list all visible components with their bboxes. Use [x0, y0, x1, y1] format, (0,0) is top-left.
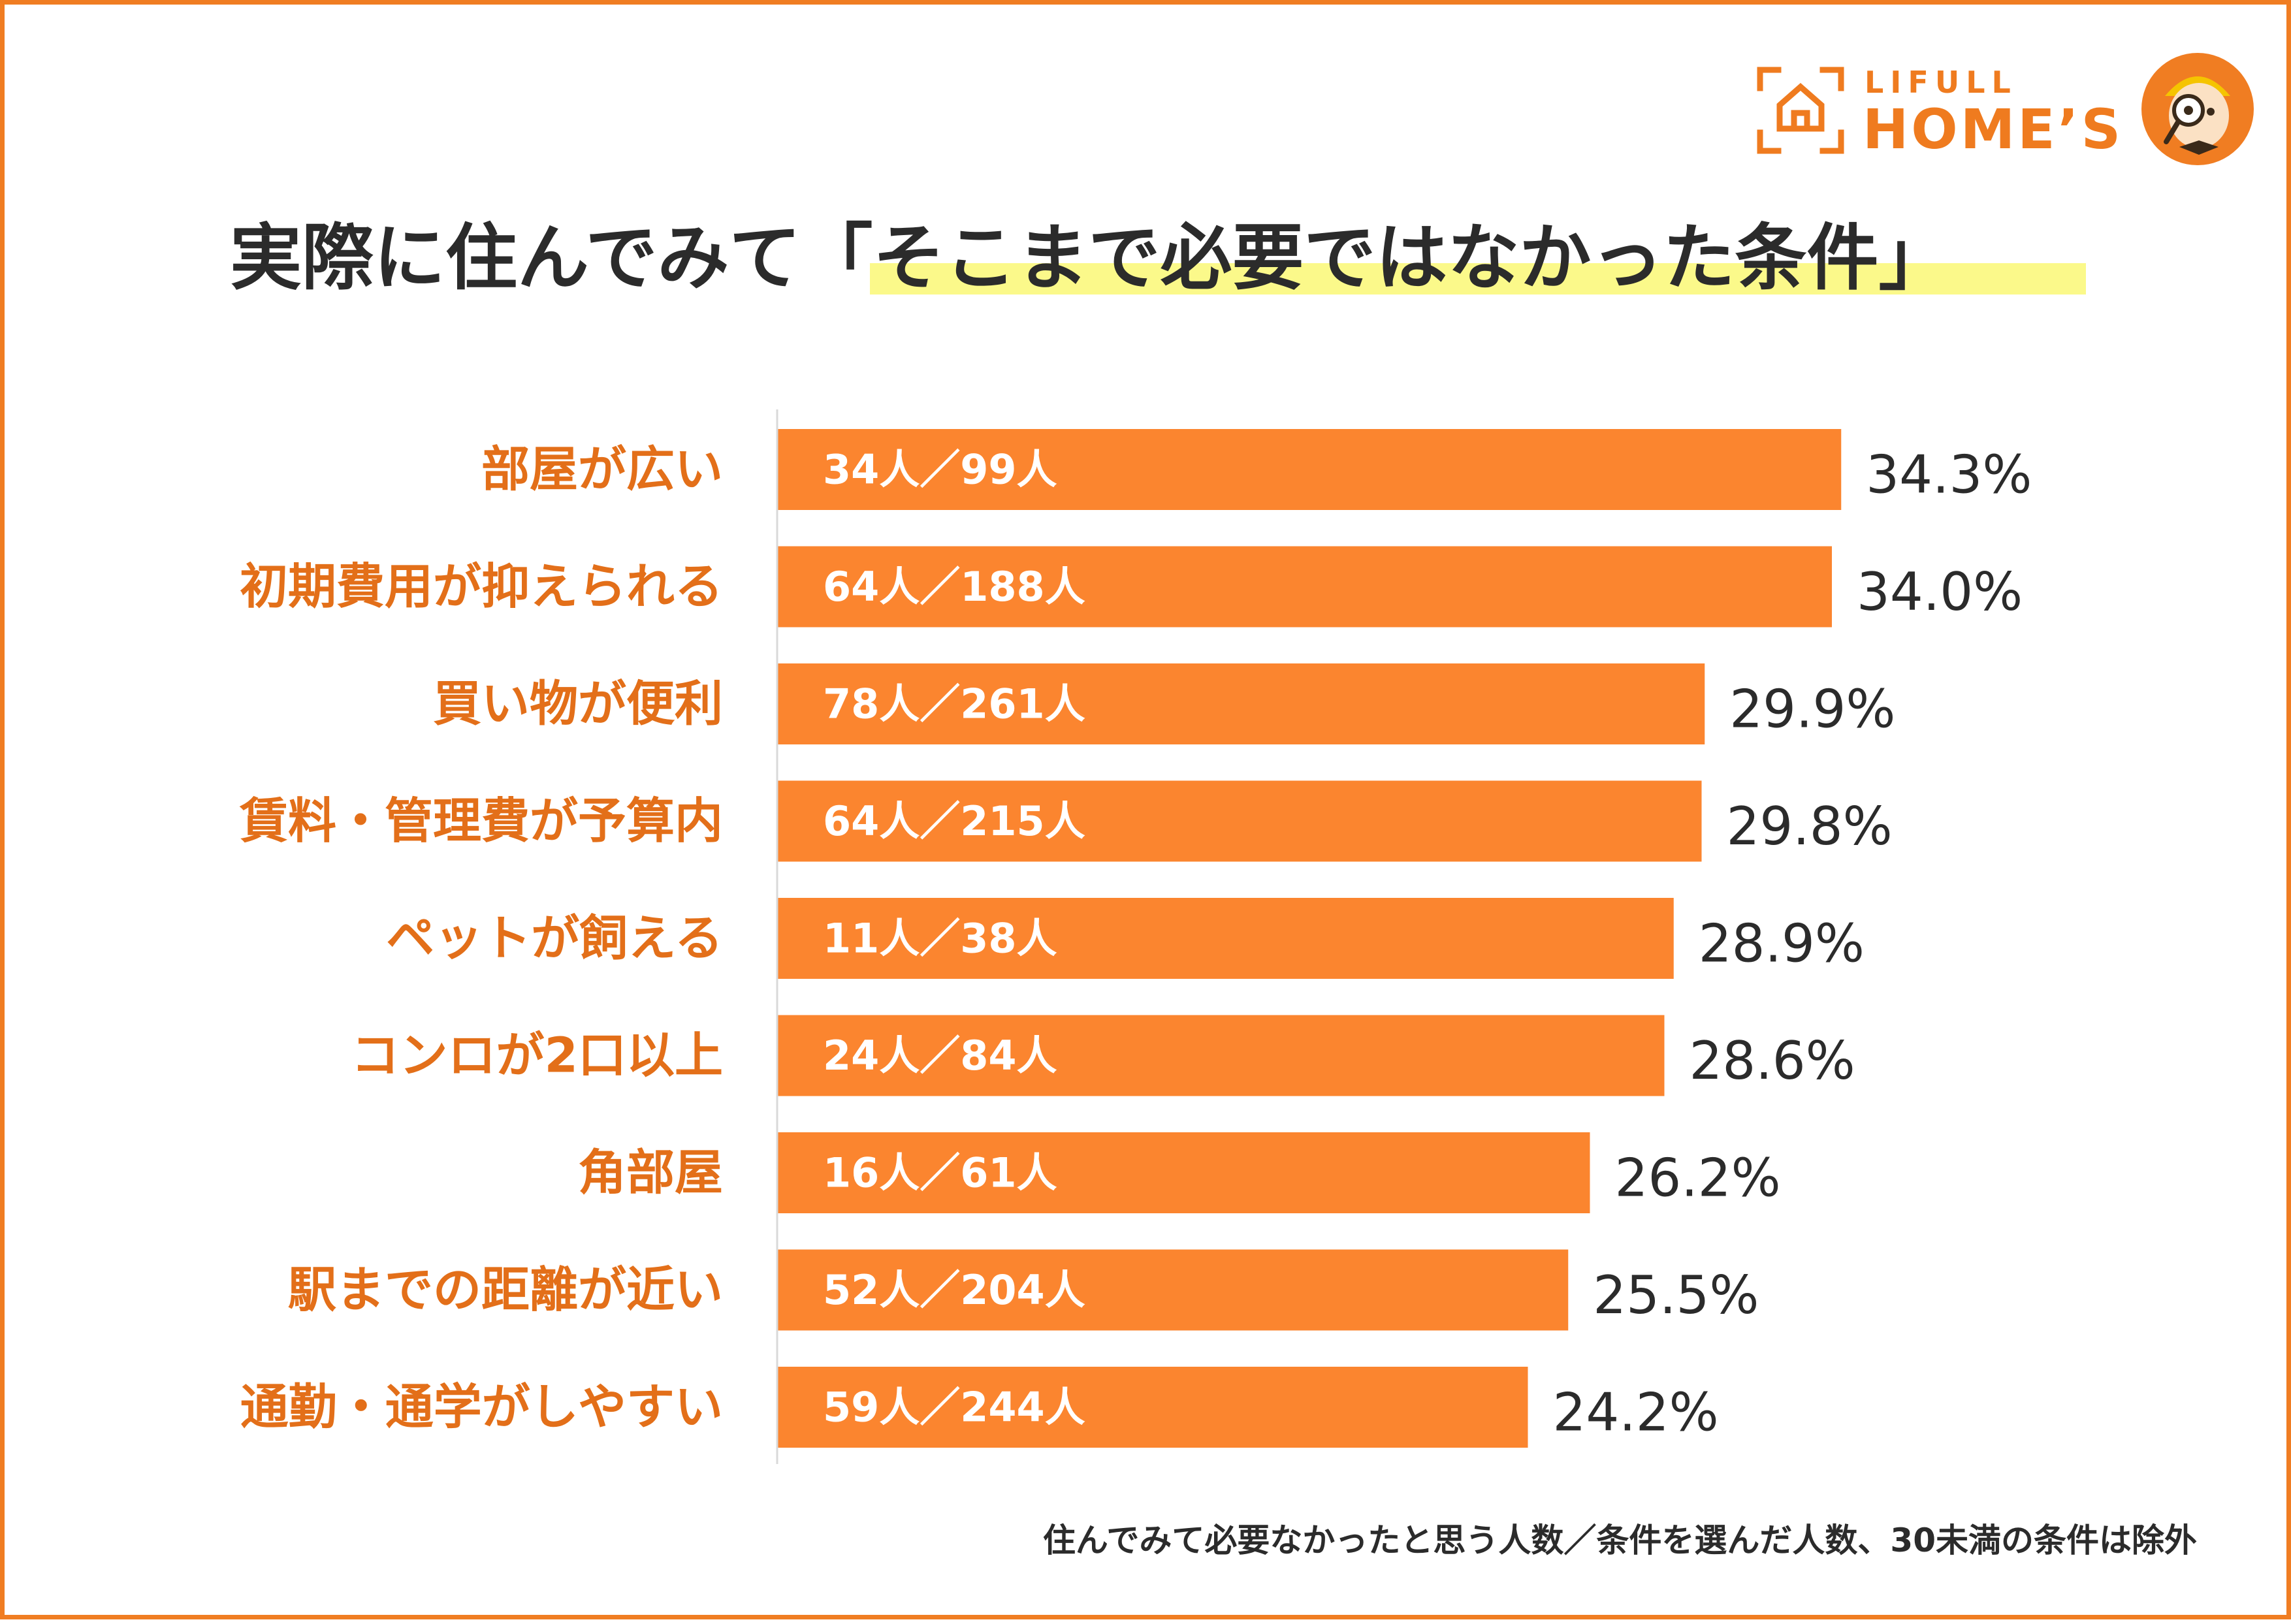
count-label: 11人／38人	[823, 915, 1057, 963]
value-label: 28.9%	[1699, 914, 1865, 974]
bar-4	[777, 780, 1702, 862]
category-label: 駅までの距離が近い	[288, 1262, 723, 1318]
count-label: 64人／188人	[823, 563, 1085, 611]
bar-chart-svg: 部屋が広い 34人／99人 34.3% 初期費用が抑えられる 64人／188人 34.0%…	[239, 409, 2032, 1464]
footnote: 住んでみて必要なかったと思う人数／条件を選んだ人数、30未満の条件は除外	[1042, 1521, 2197, 1559]
value-label: 29.9%	[1729, 679, 1895, 740]
category-label: 通勤・通学がしやすい	[240, 1379, 723, 1435]
house-icon	[1757, 67, 1844, 154]
count-label: 78人／261人	[823, 680, 1085, 728]
count-label: 16人／61人	[823, 1149, 1057, 1197]
value-label: 24.2%	[1553, 1382, 1719, 1443]
bar-5	[777, 898, 1674, 979]
value-label: 29.8%	[1727, 796, 1893, 857]
bar-1	[777, 429, 1842, 510]
value-label: 34.0%	[1857, 562, 2023, 622]
bar-9	[777, 1367, 1528, 1448]
count-label: 64人／215人	[823, 797, 1085, 845]
bar-8	[777, 1249, 1569, 1331]
brand-name-main: HOME’S	[1863, 97, 2124, 161]
count-label: 34人／99人	[823, 446, 1057, 494]
bar-2	[777, 546, 1832, 628]
value-label: 28.6%	[1690, 1030, 1855, 1091]
bar-3	[777, 663, 1705, 744]
bar-chart: 部屋が広い 34人／99人 34.3% 初期費用が抑えられる 64人／188人 34.0%…	[5, 5, 2291, 1624]
category-label: 部屋が広い	[481, 441, 723, 498]
count-label: 24人／84人	[823, 1032, 1057, 1079]
title-highlight	[870, 263, 2086, 295]
value-label: 25.5%	[1593, 1265, 1759, 1326]
value-label: 26.2%	[1615, 1148, 1781, 1209]
value-label: 34.3%	[1866, 445, 2032, 505]
count-label: 52人／204人	[823, 1266, 1085, 1314]
category-label: 角部屋	[578, 1145, 723, 1201]
lifull-homes-logo: LIFULL HOME’S	[1755, 57, 2258, 168]
title-block: 実際に住んでみて「そこまで必要ではなかった条件」	[230, 212, 2086, 317]
category-label: 賃料・管理費が予算内	[239, 793, 723, 850]
brand-name-top: LIFULL	[1865, 65, 2017, 100]
category-label: 買い物が便利	[433, 676, 723, 732]
bar-7	[777, 1132, 1590, 1213]
count-label: 59人／244人	[823, 1384, 1085, 1431]
magnifier-mascot-icon	[2141, 53, 2254, 165]
category-label: コンロが2口以上	[351, 1028, 724, 1084]
bar-6	[777, 1015, 1665, 1096]
category-label: 初期費用が抑えられる	[240, 559, 723, 615]
chart-title: 実際に住んでみて「そこまで必要ではなかった条件」	[230, 216, 1951, 300]
category-label: ペットが飼える	[386, 910, 723, 966]
